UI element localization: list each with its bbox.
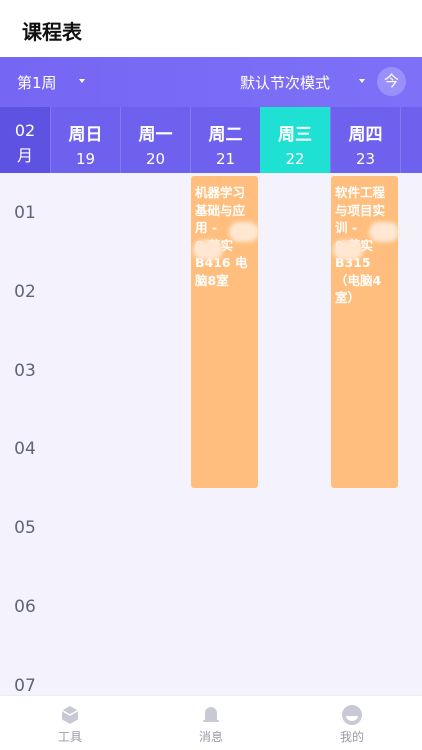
period-label: 01 [14,203,36,223]
tab-label: 工具 [57,730,82,744]
month: 02 月 [0,107,50,173]
day-column: 周日 19 [50,107,120,173]
weekday: 周 [401,120,422,145]
toolbar: 第1周 默认节次模式 今 [0,57,422,107]
period-label: 02 [14,281,36,302]
caret [359,79,365,83]
tab-label: 我的 [339,730,364,744]
period-label: 03 [14,360,36,381]
redaction [229,222,259,242]
day-column: 周 [400,107,422,173]
day-column: 周二 21 [190,107,260,173]
caret [79,79,85,83]
page-title: 课程表 [22,20,82,44]
course-title: 机器学习基础与应用 - [195,185,246,235]
tab[interactable]: 工具 [0,696,140,745]
date: 23 [355,150,376,168]
course-title: 软件工程与项目实训 - [335,185,386,235]
tab[interactable]: 消息 [141,696,281,745]
tab-bar: 工具 消息 我的 [0,695,422,750]
tools-icon [61,706,79,724]
period-label: 04 [14,439,36,460]
today-button[interactable]: 今 [377,67,406,96]
day-column: 周一 20 [120,107,190,173]
redaction [193,240,223,260]
profile-icon [342,705,362,725]
weekday: 周四 [348,125,383,145]
tab-label: 消息 [198,730,223,744]
redaction [333,240,363,260]
date: 21 [215,150,236,168]
weekday: 周日 [68,125,103,145]
date: 19 [75,150,96,168]
day-column: 周三 22 [260,107,330,173]
bell-icon [203,707,219,722]
period-label: 06 [14,597,36,617]
mode-select[interactable]: 默认节次模式 [240,74,331,92]
week-select[interactable]: 第1周 [17,74,57,92]
course-card[interactable]: 软件工程与项目实训 - 0 茂实B315（电脑4室） [331,176,398,488]
tab[interactable]: 我的 [282,696,422,745]
redaction [369,222,399,242]
period-label: 07 [14,675,36,696]
date: 20 [145,150,166,168]
weekday: 周二 [208,125,243,145]
weekday: 周一 [138,125,173,145]
period-label: 05 [14,518,36,539]
weekday: 周三 [278,125,312,145]
month-number: 02 [14,121,36,140]
day-header: 02 月 周日 19 周一 20 周二 21 周三 22 周四 23 周 [0,107,422,173]
date: 22 [285,150,305,168]
month-label: 月 [16,146,33,165]
header: 课程表 [0,0,422,57]
day-column: 周四 23 [330,107,400,173]
